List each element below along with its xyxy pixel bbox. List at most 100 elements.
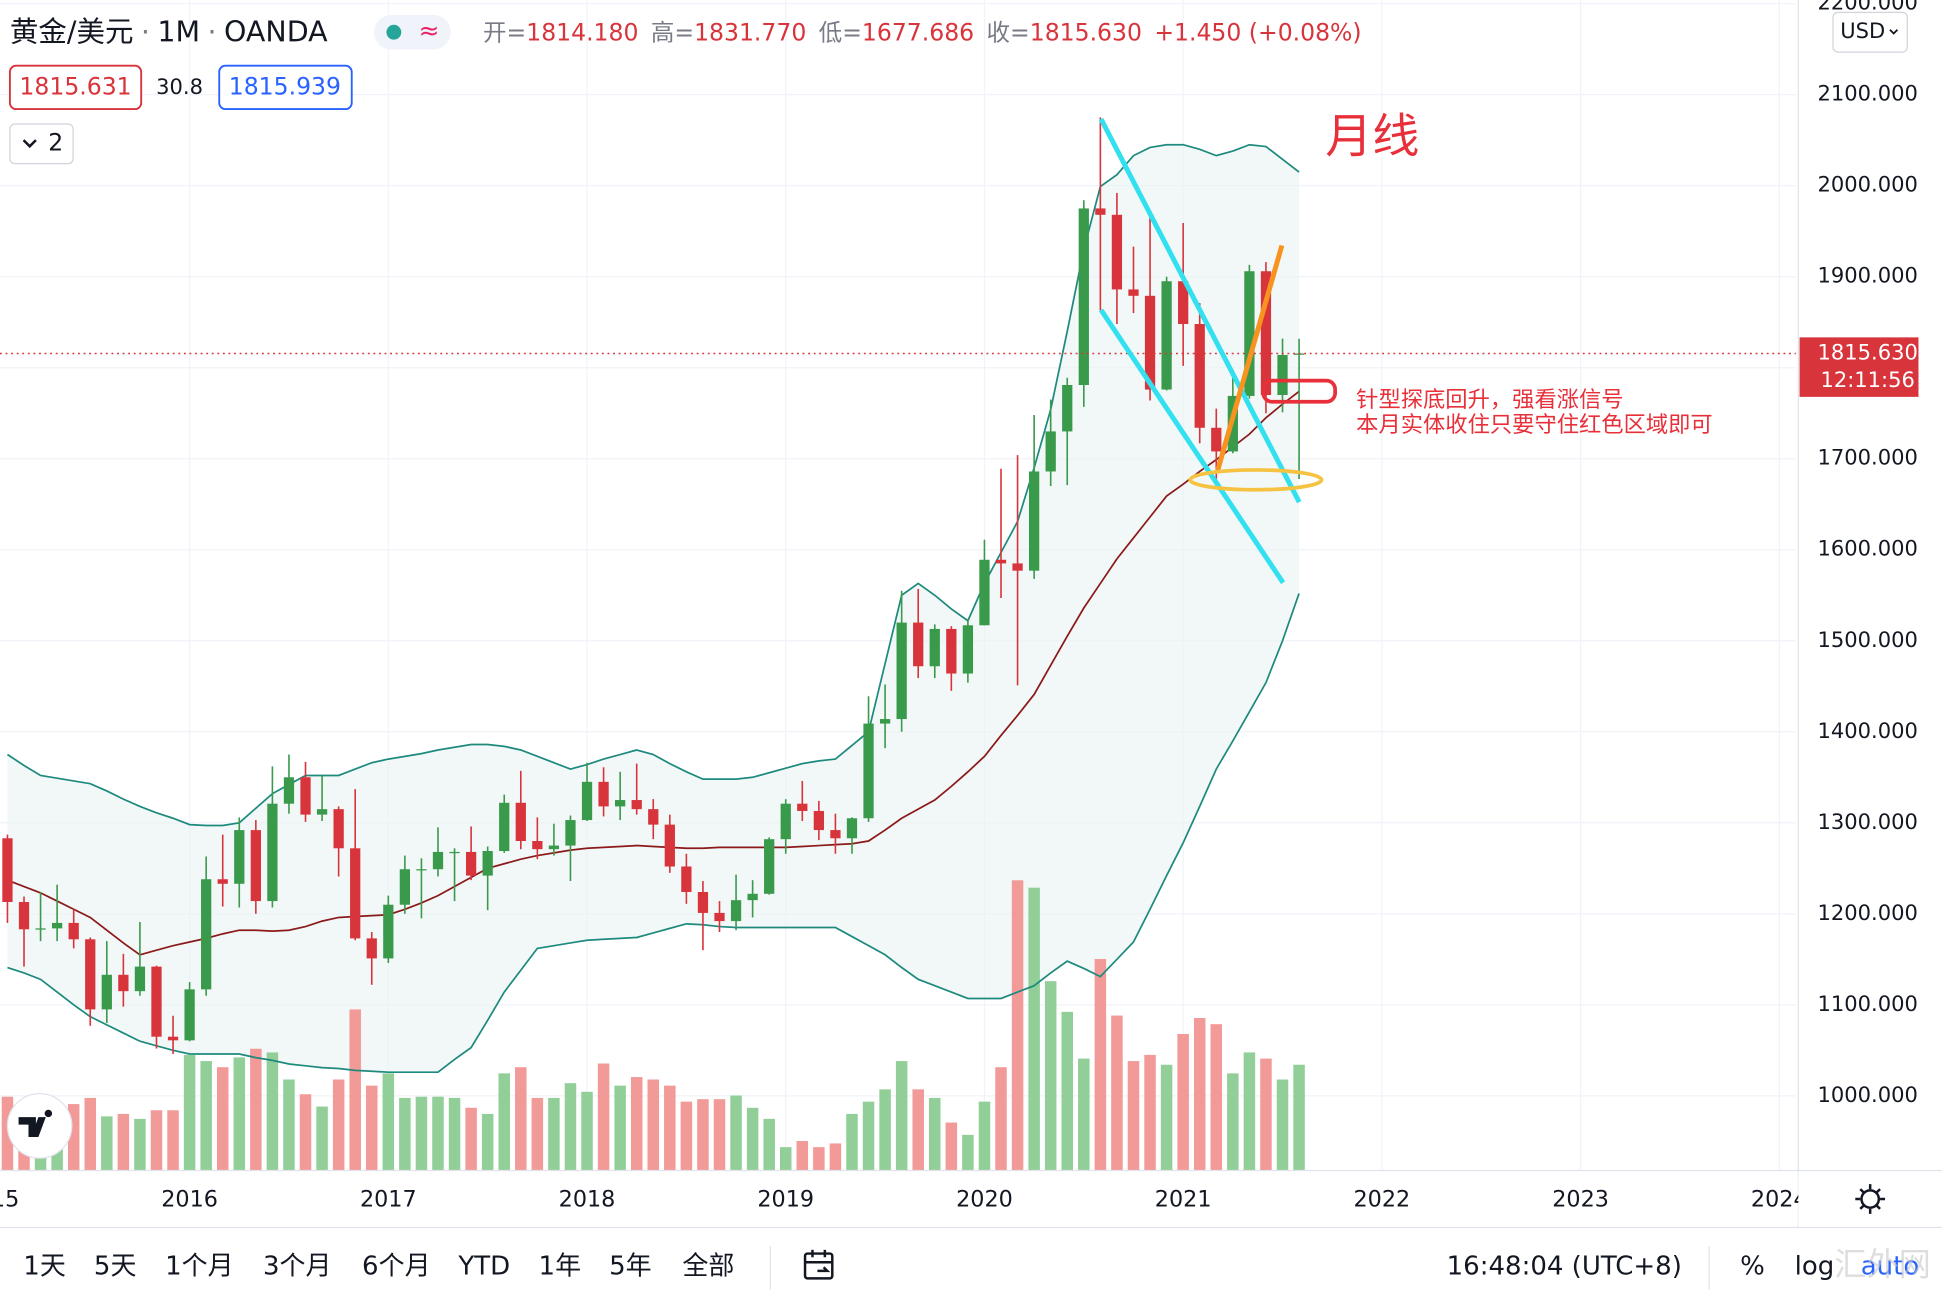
candle-body — [797, 803, 808, 811]
volume-bar — [266, 1052, 279, 1171]
volume-bar — [597, 1063, 610, 1171]
channel-line — [1098, 308, 1286, 585]
candle-body — [151, 966, 162, 1037]
y-tick-label: 2000.000 — [1817, 172, 1917, 197]
candle-body — [234, 830, 245, 884]
candle-body — [979, 559, 990, 626]
range-button[interactable]: 1年 — [539, 1252, 582, 1282]
volume-bar — [813, 1147, 825, 1171]
currency-button[interactable] — [1832, 11, 1908, 53]
candle-body — [283, 777, 295, 804]
auto-toggle[interactable]: auto — [1861, 1252, 1920, 1282]
range-button[interactable]: YTD — [457, 1252, 510, 1282]
y-tick-label: 2200.000 — [1817, 0, 1917, 15]
candle-body — [465, 851, 477, 876]
volume-bar — [846, 1113, 858, 1171]
channel-line — [1098, 117, 1302, 504]
volume-bar — [415, 1096, 428, 1171]
candle-body — [598, 781, 609, 807]
range-button[interactable]: 全部 — [682, 1252, 734, 1282]
volume-bar — [399, 1097, 411, 1171]
volume-bar — [498, 1073, 510, 1171]
candle-body — [1095, 208, 1106, 215]
x-tick-label: 2017 — [360, 1187, 417, 1213]
x-tick-label: 2023 — [1552, 1187, 1609, 1213]
range-button[interactable]: 6个月 — [362, 1252, 431, 1282]
candle-body — [747, 893, 758, 901]
candle-body — [863, 723, 874, 819]
x-tick-label: 2020 — [956, 1187, 1013, 1213]
volume-bar — [316, 1106, 328, 1171]
candle-body — [581, 781, 593, 821]
volume-bar — [134, 1118, 146, 1171]
volume-bar — [515, 1067, 527, 1171]
range-button[interactable]: 5天 — [94, 1252, 137, 1282]
drawings — [1098, 117, 1337, 585]
candle-body — [350, 848, 361, 939]
volume-bar — [382, 1073, 395, 1171]
annotation-title: 月线 — [1325, 110, 1419, 165]
range-button[interactable]: 5年 — [609, 1252, 652, 1282]
chevron — [22, 139, 37, 149]
candle-body — [35, 928, 46, 930]
candle-body — [449, 851, 460, 854]
volume-bar — [1144, 1054, 1156, 1171]
candle-body — [879, 719, 891, 724]
symbol-title: 黄金/美元 · 1M · OANDA — [10, 15, 328, 48]
y-tick-label: 1000.000 — [1817, 1082, 1917, 1107]
volume-bar — [630, 1077, 643, 1171]
volume-bar — [200, 1061, 212, 1171]
y-tick-label: 1600.000 — [1817, 536, 1917, 561]
trend-line — [1215, 244, 1285, 472]
indicator-toggle[interactable] — [9, 123, 74, 165]
volume-bar — [150, 1110, 163, 1171]
band-middle — [7, 390, 1300, 956]
volume-bar — [1111, 1015, 1123, 1171]
range-button[interactable]: 3个月 — [263, 1252, 332, 1282]
range-button[interactable]: 1天 — [23, 1252, 66, 1282]
range-button[interactable]: 1个月 — [165, 1252, 234, 1282]
candle-body — [615, 800, 626, 807]
date-range-icon[interactable] — [803, 1249, 834, 1280]
volume-bar — [1293, 1064, 1305, 1171]
ohlc: 开=1814.180 高=1831.770 低=1677.686 收=1815.630… — [483, 18, 1362, 46]
settings-icon[interactable] — [1855, 1184, 1886, 1214]
plot-area — [0, 0, 1796, 1171]
volume-bar — [564, 1083, 577, 1171]
candle-body — [416, 869, 427, 871]
volume-bar — [67, 1104, 80, 1171]
volume-bar — [101, 1116, 113, 1171]
candle-body — [714, 912, 725, 922]
status-pill[interactable] — [374, 14, 451, 50]
volume-bar — [366, 1085, 378, 1171]
annotation: 针型探底回升，强看涨信号 — [1356, 387, 1623, 413]
candle-body — [1144, 295, 1156, 390]
candle-body — [366, 938, 377, 959]
candle-body — [929, 628, 940, 667]
candle-body — [1045, 431, 1056, 472]
volume-bar — [995, 1067, 1007, 1171]
x-tick-label: 2024 — [1751, 1187, 1808, 1213]
percent-toggle[interactable]: % — [1740, 1252, 1765, 1282]
volume-bar — [697, 1099, 709, 1171]
annotation: 本月实体收住只要守住红色区域即可 — [1356, 412, 1713, 438]
x-axis: 2015 2016 2017 2018 2019 2020 2021 2022 2023 2024 — [0, 1187, 1808, 1213]
volume-bar — [763, 1118, 775, 1171]
candle-body — [764, 839, 775, 894]
candle-body — [995, 559, 1007, 564]
volume-bar — [829, 1143, 842, 1171]
candle-body — [962, 625, 974, 674]
volume-bar — [1177, 1034, 1189, 1171]
candle-body — [217, 879, 228, 884]
log-toggle[interactable]: log — [1795, 1252, 1835, 1282]
bid-box[interactable] — [8, 64, 143, 111]
spread: 30.8 — [156, 74, 203, 99]
candle-body — [1178, 281, 1189, 325]
candle-body — [1260, 271, 1272, 396]
change-pct: (+0.08%) — [1249, 18, 1362, 46]
ohlc-label: 低= — [819, 18, 862, 46]
candle-body — [631, 800, 642, 810]
volume-bar — [796, 1140, 809, 1171]
ask-box[interactable] — [218, 64, 353, 111]
candle-body — [432, 851, 444, 870]
